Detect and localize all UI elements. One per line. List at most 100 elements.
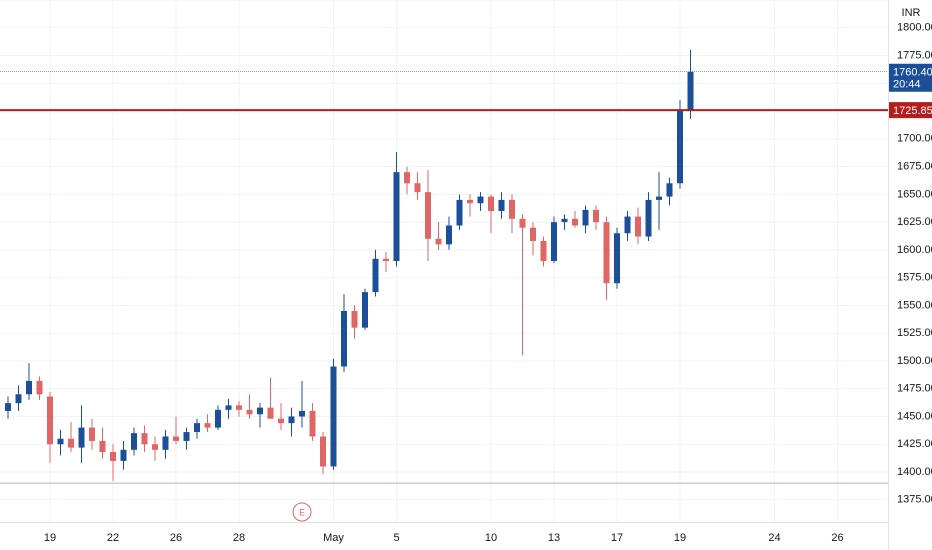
- candle-body: [498, 199, 505, 212]
- x-tick-label: 24: [768, 532, 780, 544]
- y-tick-label: 1625.00: [897, 216, 932, 228]
- candle-body: [183, 432, 190, 441]
- candle-body: [603, 222, 610, 284]
- candle-body: [89, 427, 95, 441]
- candle-body: [5, 403, 11, 411]
- x-tick-label: 26: [831, 532, 843, 544]
- candle-body: [414, 183, 421, 193]
- x-tick-label: 19: [674, 532, 686, 544]
- y-tick-label: 1650.00: [897, 188, 932, 200]
- y-tick-label: 1600.00: [897, 244, 932, 256]
- candle-body: [309, 410, 316, 437]
- candle-body: [656, 196, 662, 200]
- candle-body: [257, 407, 263, 415]
- candle-body: [204, 423, 211, 428]
- candle-body: [68, 438, 74, 448]
- candle-body: [372, 258, 379, 293]
- candle-body: [624, 216, 631, 234]
- candle-body: [488, 196, 494, 212]
- level-price-label: 1725.85: [893, 105, 932, 117]
- candle-body: [362, 292, 368, 328]
- y-tick-label: 1575.00: [897, 272, 932, 284]
- candle-body: [561, 218, 568, 223]
- y-tick-label: 1450.00: [897, 410, 932, 422]
- x-tick-label: 26: [170, 532, 182, 544]
- candle-body: [645, 199, 652, 237]
- candle-body: [194, 423, 200, 433]
- candle-body: [614, 233, 620, 284]
- x-tick-label: 28: [233, 532, 245, 544]
- candle-body: [215, 409, 221, 428]
- candle-body: [26, 380, 32, 395]
- candle-body: [593, 209, 599, 223]
- last-price-tag: [889, 63, 932, 92]
- candle-body: [246, 409, 253, 415]
- candle-body: [404, 172, 410, 184]
- countdown-label: 20:44: [893, 79, 921, 91]
- candle-body: [288, 416, 295, 424]
- candle-body: [519, 218, 526, 228]
- candle-body: [162, 436, 169, 450]
- candle-body: [99, 440, 106, 453]
- candle-body: [446, 225, 452, 245]
- candle-body: [435, 238, 442, 245]
- candle-body: [15, 394, 22, 404]
- candle-body: [383, 258, 389, 261]
- x-tick-label: May: [323, 532, 344, 544]
- plot-area: [0, 49, 888, 484]
- candle-body: [267, 407, 274, 419]
- level-price-tag: [889, 102, 932, 119]
- candle-body: [351, 310, 358, 328]
- y-tick-label: 1700.00: [897, 133, 932, 145]
- y-tick-label: 1525.00: [897, 327, 932, 339]
- y-tick-label: 1425.00: [897, 438, 932, 450]
- candle-body: [47, 396, 53, 445]
- candle-body: [57, 438, 64, 445]
- candle-body: [120, 449, 127, 461]
- y-tick-label: 1775.00: [897, 49, 932, 61]
- candle-body: [299, 410, 305, 417]
- earnings-marker: [292, 502, 312, 522]
- candle-body: [320, 436, 326, 467]
- candle-body: [540, 241, 547, 261]
- candle-body: [456, 199, 463, 226]
- candle-body: [509, 199, 515, 219]
- x-tick-label: 17: [611, 532, 623, 544]
- candle-body: [582, 209, 589, 226]
- y-tick-label: 1375.00: [897, 494, 932, 506]
- candle-body: [278, 418, 284, 424]
- candle-body: [36, 380, 43, 395]
- candle-body: [78, 427, 85, 448]
- candle-body: [393, 172, 400, 261]
- candle-body: [141, 433, 148, 445]
- y-tick-label: 1550.00: [897, 299, 932, 311]
- candle-body: [687, 71, 694, 112]
- y-tick-label: 1475.00: [897, 383, 932, 395]
- candle-body: [677, 111, 683, 184]
- candle-body: [341, 310, 347, 367]
- candle-body: [467, 199, 473, 204]
- earnings-label: E: [299, 507, 305, 517]
- candle-body: [666, 183, 673, 197]
- x-tick-label: 19: [44, 532, 56, 544]
- y-tick-label: 1400.00: [897, 466, 932, 478]
- x-tick-label: 13: [548, 532, 560, 544]
- x-tick-label: 10: [485, 532, 497, 544]
- currency-label: INR: [902, 7, 921, 19]
- y-tick-label: 1500.00: [897, 355, 932, 367]
- candle-body: [131, 433, 137, 450]
- candle-body: [572, 218, 578, 226]
- last-price-label: 1760.40: [893, 67, 932, 79]
- candle-body: [551, 222, 557, 261]
- y-tick-label: 1675.00: [897, 161, 932, 173]
- x-tick-label: 5: [393, 532, 399, 544]
- candle-body: [225, 405, 232, 410]
- candle-body: [110, 452, 116, 461]
- candle-body: [477, 196, 484, 204]
- candle-body: [425, 192, 431, 239]
- candle-body: [236, 405, 242, 410]
- x-tick-label: 22: [107, 532, 119, 544]
- y-tick-label: 1800.00: [897, 22, 932, 34]
